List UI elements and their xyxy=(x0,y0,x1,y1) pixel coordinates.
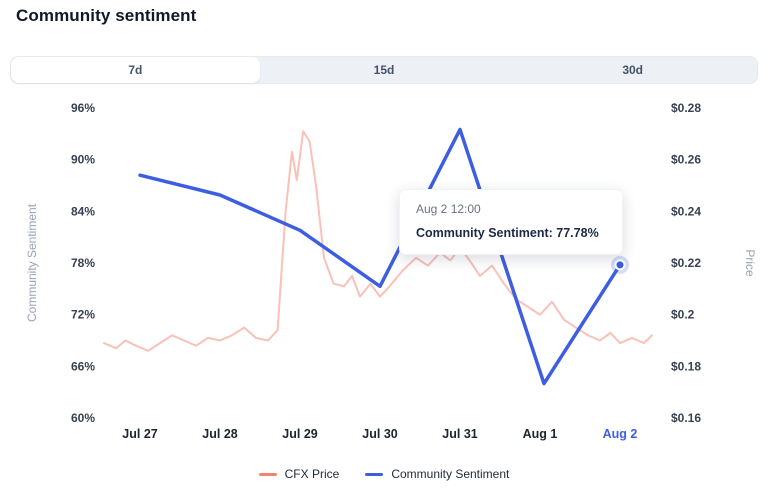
active-point-marker-icon xyxy=(614,259,626,271)
cfx-price-line[interactable] xyxy=(103,130,653,352)
axis-ticks: 96% 90% 84% 78% 72% 66% 60% $0.28 $0.26 $0.24 $0.2… xyxy=(71,101,701,441)
x-axis-tick-label: Jul 28 xyxy=(202,427,237,441)
x-axis-tick-label: Jul 31 xyxy=(442,427,477,441)
x-axis-tick-label: Jul 27 xyxy=(122,427,157,441)
tooltip-value: Community Sentiment: 77.78% xyxy=(416,226,599,240)
community-sentiment-legend-swatch-icon xyxy=(365,472,384,476)
right-axis-title: Price xyxy=(743,249,757,277)
right-axis-tick-label: $0.26 xyxy=(671,153,701,167)
right-axis-tick-label: $0.18 xyxy=(671,359,701,373)
x-axis-tick-label: Aug 2 xyxy=(603,427,638,441)
right-axis-tick-label: $0.2 xyxy=(671,308,695,322)
left-axis-title: Community Sentiment xyxy=(25,203,39,322)
page-title: Community sentiment xyxy=(16,6,197,25)
chart-legend: CFX Price Community Sentiment xyxy=(0,467,768,481)
left-axis-tick-label: 72% xyxy=(71,308,95,322)
left-axis-tick-label: 90% xyxy=(71,153,95,167)
legend-label-cfx-price: CFX Price xyxy=(284,467,340,481)
right-axis-tick-label: $0.24 xyxy=(671,204,701,218)
right-axis-tick-label: $0.22 xyxy=(671,256,701,270)
left-axis-tick-label: 96% xyxy=(71,101,95,115)
cfx-price-legend-swatch-icon xyxy=(258,472,277,476)
left-axis-tick-label: 84% xyxy=(71,204,95,218)
x-axis-tick-label: Jul 29 xyxy=(282,427,317,441)
legend-item-community-sentiment[interactable]: Community Sentiment xyxy=(365,467,509,481)
right-axis-tick-label: $0.16 xyxy=(671,411,701,425)
chart-tooltip: Aug 2 12:00 Community Sentiment: 77.78% xyxy=(399,189,623,255)
community-sentiment-line[interactable] xyxy=(138,127,622,386)
tab-7d[interactable]: 7d xyxy=(11,57,260,83)
tab-15d[interactable]: 15d xyxy=(373,63,395,77)
x-axis-tick-label: Aug 1 xyxy=(523,427,558,441)
tab-30d[interactable]: 30d xyxy=(622,63,644,77)
chart-series xyxy=(103,127,653,386)
legend-item-cfx-price[interactable]: CFX Price xyxy=(258,467,340,481)
x-axis-tick-label: Jul 30 xyxy=(362,427,397,441)
left-axis-tick-label: 78% xyxy=(71,256,95,270)
sentiment-price-chart[interactable]: Community Sentiment Price 96% 90% 84% 78% 72… xyxy=(0,86,768,458)
legend-label-community-sentiment: Community Sentiment xyxy=(391,467,510,481)
right-axis-tick-label: $0.28 xyxy=(671,101,701,115)
left-axis-tick-label: 66% xyxy=(71,359,95,373)
timeframe-tabs: 7d 15d 30d xyxy=(10,56,758,84)
left-axis-tick-label: 60% xyxy=(71,411,95,425)
tooltip-date: Aug 2 12:00 xyxy=(416,202,481,216)
